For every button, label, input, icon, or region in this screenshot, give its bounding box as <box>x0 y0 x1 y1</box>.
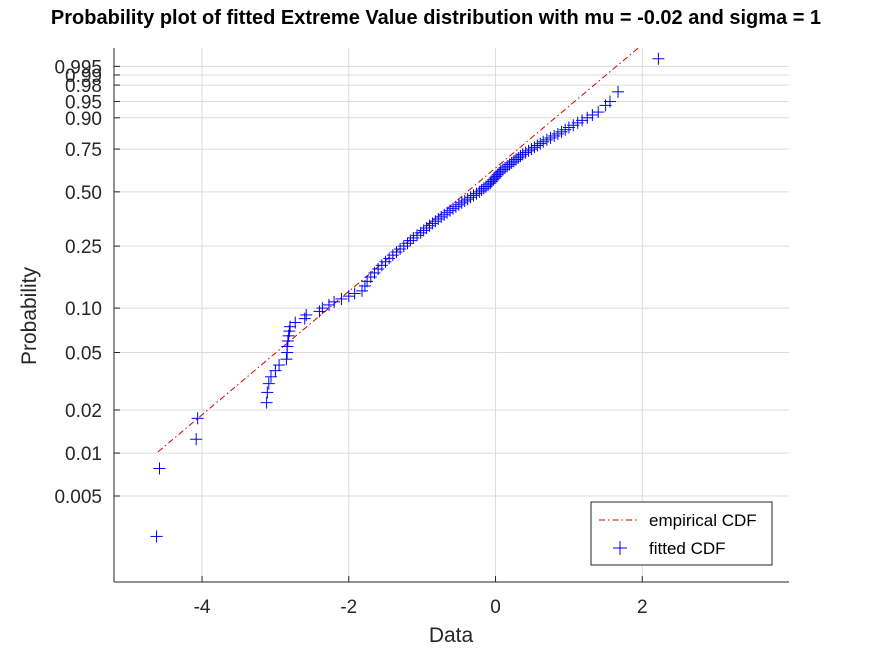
data-point-marker <box>281 334 294 347</box>
data-point-marker <box>150 530 163 543</box>
data-point-marker <box>281 340 294 353</box>
y-tick-label: 0.995 <box>54 57 102 78</box>
data-point-marker <box>316 302 329 315</box>
y-tick-label: 0.02 <box>65 401 102 422</box>
legend-entry-empirical: empirical CDF <box>649 511 757 530</box>
data-point-marker <box>313 305 326 318</box>
y-tick-label: 0.05 <box>65 344 102 365</box>
y-tick-label: 0.25 <box>65 237 102 258</box>
x-tick-label: 0 <box>490 597 501 618</box>
data-point-marker <box>322 298 335 311</box>
data-point-marker <box>417 224 430 237</box>
data-point-marker <box>342 290 355 303</box>
data-point-marker <box>348 287 361 300</box>
data-point-marker <box>265 370 278 383</box>
data-point-marker <box>190 433 203 446</box>
y-tick-label: 0.99 <box>65 66 102 87</box>
legend-plus-marker <box>613 541 627 555</box>
y-tick-label: 0.50 <box>65 183 102 204</box>
data-point-marker <box>423 219 436 232</box>
data-point-marker <box>300 308 313 321</box>
data-point-marker <box>404 234 417 247</box>
y-axis-label: Probability <box>18 266 41 365</box>
data-point-marker <box>191 412 204 425</box>
data-point-marker <box>280 353 293 366</box>
data-point-marker <box>592 106 605 119</box>
data-point-marker <box>358 279 371 292</box>
y-tick-label: 0.95 <box>65 93 102 114</box>
legend: empirical CDF fitted CDF <box>590 501 773 566</box>
y-tick-label: 0.75 <box>65 140 102 161</box>
x-tick-label: -4 <box>194 597 211 618</box>
data-point-marker <box>612 85 625 98</box>
data-point-marker <box>355 284 368 297</box>
y-tick-label: 0.10 <box>65 299 102 320</box>
data-point-marker <box>420 222 433 235</box>
data-point-marker <box>491 168 504 181</box>
data-point-marker <box>328 295 341 308</box>
data-point-marker <box>335 292 348 305</box>
data-point-marker <box>282 329 295 342</box>
data-point-marker <box>576 114 589 127</box>
data-point-marker <box>260 396 273 409</box>
plot-area <box>114 48 789 582</box>
y-tick-label: 0.90 <box>65 109 102 130</box>
data-point-marker <box>516 148 529 161</box>
x-tick-label: 2 <box>637 597 648 618</box>
data-point-marker <box>514 150 527 163</box>
fitted-cdf-series <box>150 52 665 543</box>
y-tick-label: 0.01 <box>65 444 102 465</box>
x-axis-label: Data <box>429 624 474 647</box>
grid-lines <box>114 48 789 582</box>
legend-entry-fitted: fitted CDF <box>649 539 726 558</box>
data-point-marker <box>652 52 665 65</box>
empirical-cdf-series <box>157 47 639 453</box>
chart-title: Probability plot of fitted Extreme Value… <box>51 7 821 29</box>
data-point-marker <box>289 316 302 329</box>
x-axis-ticks: -4 -2 0 2 <box>194 576 648 618</box>
data-point-marker <box>262 377 275 390</box>
data-point-marker <box>414 226 427 239</box>
data-point-marker <box>153 462 166 475</box>
legend-box <box>590 501 773 566</box>
y-tick-label: 0.005 <box>54 487 102 508</box>
empirical-cdf-line <box>157 47 639 453</box>
y-tick-label: 0.98 <box>65 76 102 97</box>
data-point-marker <box>586 109 599 122</box>
data-point-marker <box>534 137 547 150</box>
y-axis-ticks: 0.0050.010.020.050.100.250.500.750.900.9… <box>54 57 120 508</box>
x-tick-label: -2 <box>340 597 357 618</box>
data-point-marker <box>581 111 594 124</box>
data-point-marker <box>603 95 616 108</box>
data-point-marker <box>261 386 274 399</box>
data-point-marker <box>401 237 414 250</box>
data-point-marker <box>273 359 286 372</box>
